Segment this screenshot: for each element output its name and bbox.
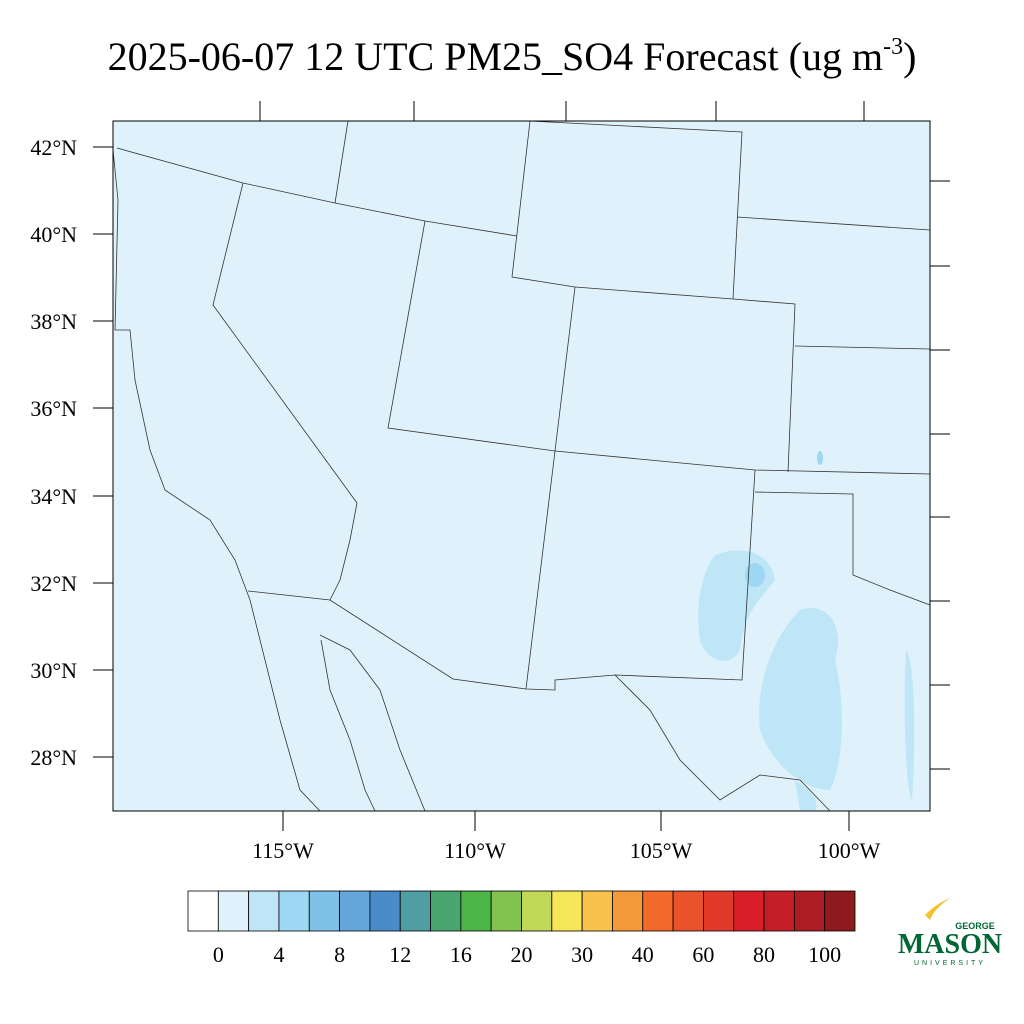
state-line <box>794 345 931 350</box>
colorbar-box <box>187 890 219 932</box>
state-line <box>329 502 358 601</box>
blob <box>759 608 842 790</box>
title-end: ) <box>903 34 916 79</box>
colorbar-box <box>672 890 704 932</box>
colorbar-box <box>551 890 583 932</box>
boundaries <box>112 120 931 812</box>
lon-label: 105°W <box>630 838 693 863</box>
lon-label: 110°W <box>444 838 506 863</box>
colorbar-box <box>703 890 735 932</box>
colorbar-label: 0 <box>213 942 224 967</box>
concentration-blobs <box>698 451 915 811</box>
colorbar-box <box>490 890 522 932</box>
colorbar-box <box>399 890 431 932</box>
colorbar-box <box>369 890 401 932</box>
colorbar-box <box>308 890 340 932</box>
colorbar-box <box>733 890 765 932</box>
logo-text: GEORGE <box>955 921 995 931</box>
colorbar: 0 4 8 12 16 20 30 40 60 80 100 <box>187 890 856 967</box>
lat-label: 28°N <box>30 745 77 770</box>
colorbar-label: 8 <box>334 942 345 967</box>
lat-label: 36°N <box>30 396 77 421</box>
colorbar-box <box>339 890 371 932</box>
lat-label: 30°N <box>30 658 77 683</box>
lon-label: 115°W <box>252 838 314 863</box>
blob <box>795 780 817 811</box>
colorbar-label: 4 <box>273 942 284 967</box>
state-line <box>334 120 349 204</box>
title: 2025-06-07 12 UTC PM25_SO4 Forecast (ug … <box>108 34 917 79</box>
colorbar-label: 30 <box>571 942 593 967</box>
lat-label: 32°N <box>30 571 77 596</box>
colorbar-box <box>521 890 553 932</box>
colorbar-label: 16 <box>450 942 472 967</box>
lat-label: 38°N <box>30 309 77 334</box>
colorbar-label: 80 <box>753 942 775 967</box>
colorbar-box <box>763 890 795 932</box>
colorbar-box <box>278 890 310 932</box>
lon-label: 100°W <box>818 838 881 863</box>
state-line <box>754 491 931 606</box>
lat-label: 42°N <box>30 135 77 160</box>
colorbar-label: 40 <box>632 942 654 967</box>
state-line <box>247 469 756 691</box>
axes: 42°N 40°N 38°N 36°N 34°N 32°N 30°N 28°N 115°W 110… <box>30 101 950 863</box>
coastline <box>320 639 376 812</box>
title-superscript: -3 <box>883 34 903 60</box>
colorbar-box <box>217 890 250 932</box>
state-line <box>525 286 576 690</box>
colorbar-label: 60 <box>692 942 714 967</box>
title-main: 2025-06-07 12 UTC PM25_SO4 Forecast (ug … <box>108 34 884 79</box>
colorbar-label: 12 <box>389 942 411 967</box>
colorbar-box <box>248 890 280 932</box>
river-border <box>614 674 831 812</box>
logo-swoosh <box>925 898 950 920</box>
colorbar-box <box>612 890 644 932</box>
colorbar-label: 20 <box>511 942 533 967</box>
state-line <box>736 216 931 231</box>
colorbar-box <box>460 890 492 932</box>
blob <box>745 563 765 587</box>
state-line <box>212 182 358 504</box>
coastline <box>319 634 426 812</box>
colorbar-label: 100 <box>808 942 841 967</box>
logo-text: UNIVERSITY <box>914 960 986 967</box>
colorbar-box <box>430 890 462 932</box>
lat-label: 34°N <box>30 484 77 509</box>
colorbar-box <box>642 890 674 932</box>
blob <box>817 451 823 465</box>
lat-label: 40°N <box>30 222 77 247</box>
state-line <box>511 120 796 473</box>
colorbar-box <box>824 890 856 932</box>
colorbar-box <box>793 890 826 932</box>
blob <box>904 650 915 800</box>
logo-text: MASON <box>898 929 1002 960</box>
state-line <box>529 120 743 300</box>
map-frame <box>112 120 931 812</box>
coastline <box>112 149 321 812</box>
colorbar-box <box>581 890 613 932</box>
logo: GEORGE MASON UNIVERSITY <box>898 898 1002 967</box>
